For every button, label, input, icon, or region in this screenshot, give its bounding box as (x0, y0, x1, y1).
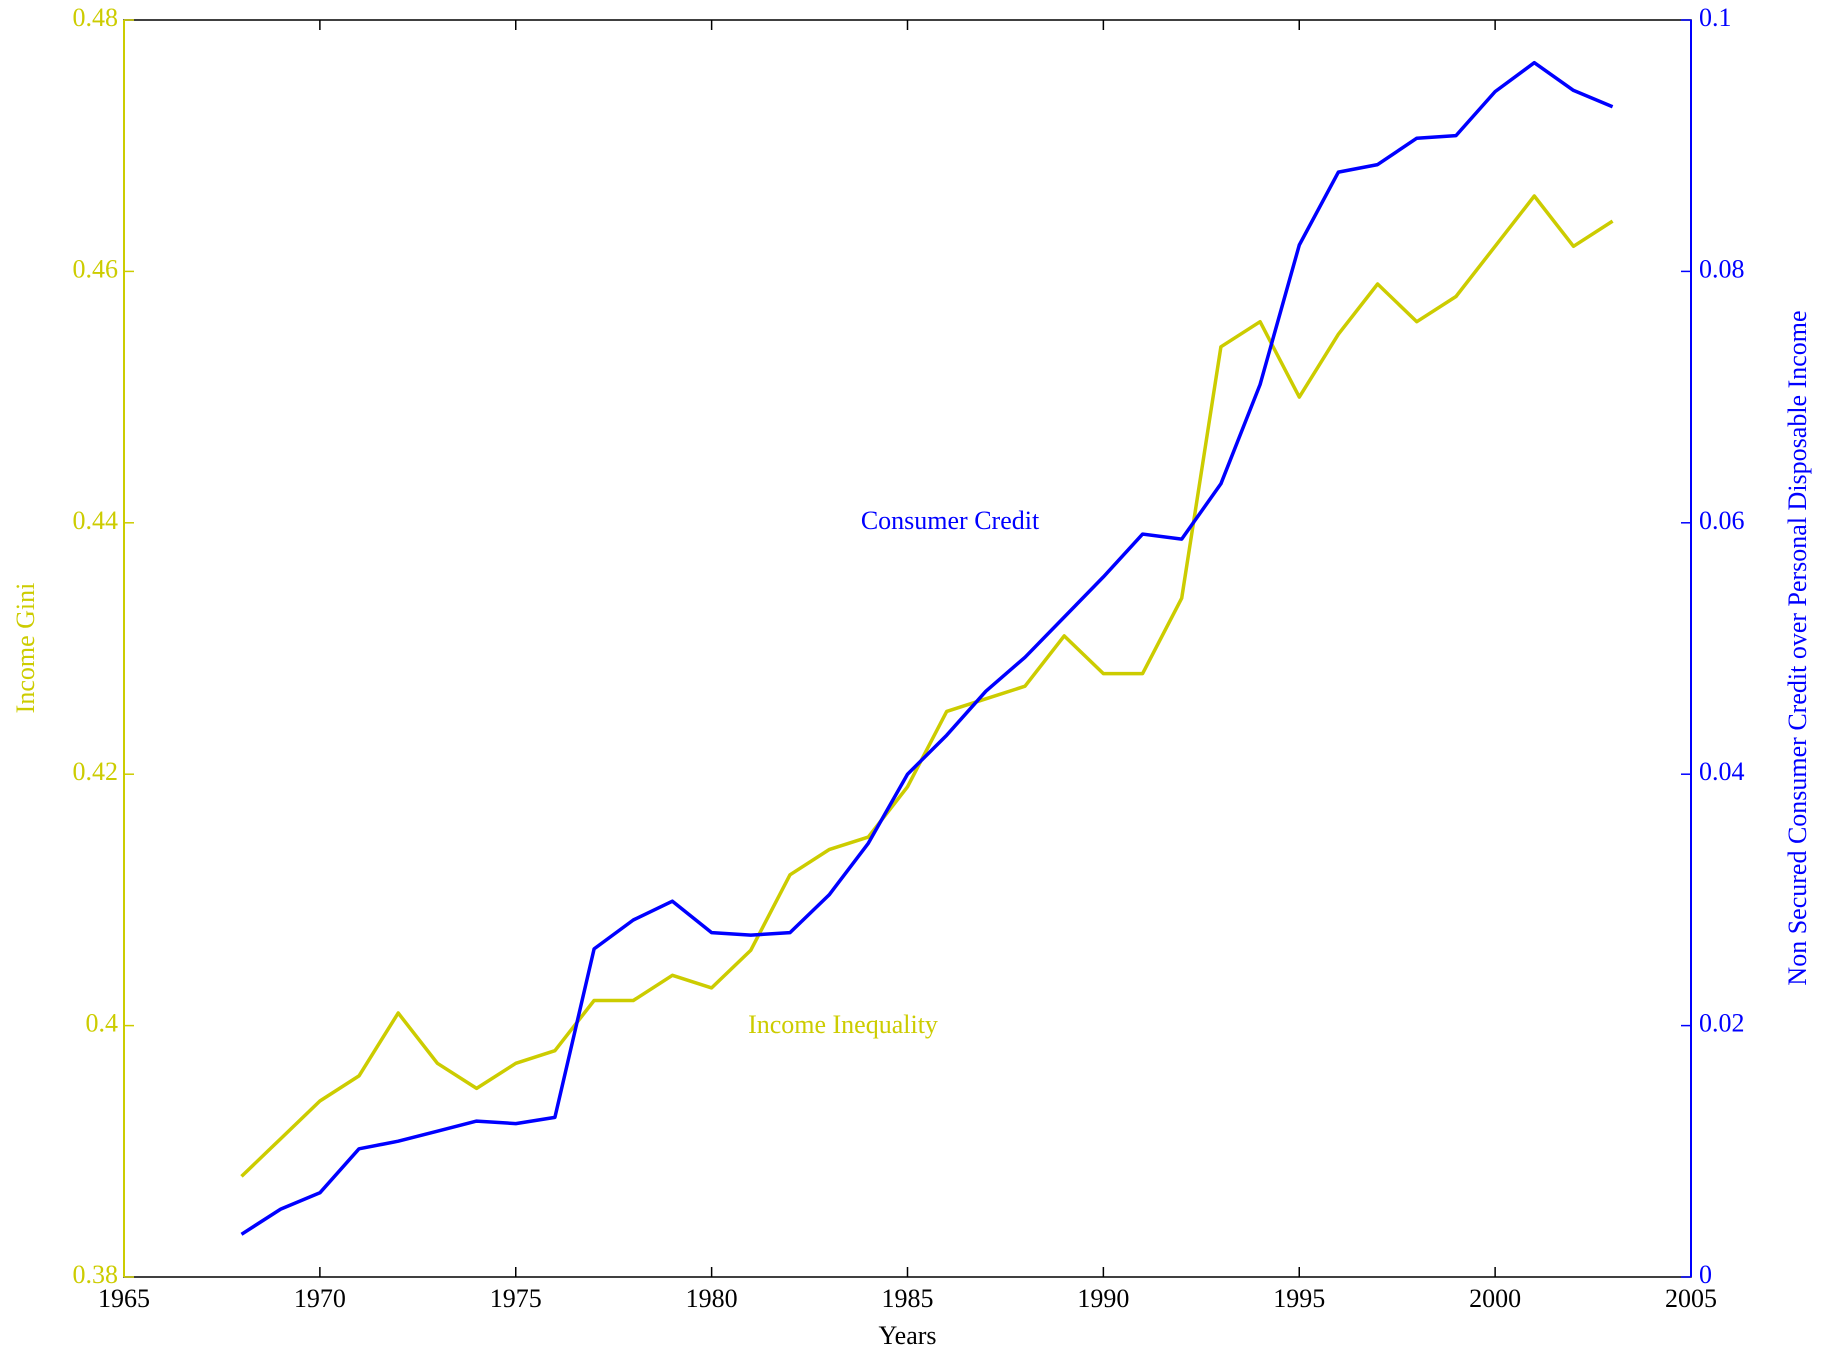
y2-tick-label: 0.04 (1699, 757, 1745, 786)
y-axis-label: Income Gini (11, 583, 40, 714)
y-tick-label: 0.44 (73, 506, 119, 535)
y2-tick-label: 0.08 (1699, 254, 1745, 283)
series-label: Income Inequality (748, 1010, 938, 1039)
series-line (240, 60, 1614, 1236)
x-tick-label: 1975 (490, 1284, 542, 1313)
y2-axis-label: Non Secured Consumer Credit over Persona… (1783, 310, 1812, 985)
x-tick-label: 1980 (686, 1284, 738, 1313)
x-tick-label: 1985 (882, 1284, 934, 1313)
y2-tick-label: 0.06 (1699, 506, 1745, 535)
x-tick-label: 2005 (1665, 1284, 1717, 1313)
x-tick-label: 2000 (1469, 1284, 1521, 1313)
x-axis-label: Years (878, 1321, 936, 1350)
y-tick-label: 0.38 (73, 1260, 119, 1289)
y-tick-label: 0.42 (73, 757, 119, 786)
y2-tick-label: 0.1 (1699, 3, 1732, 32)
series-label: Consumer Credit (861, 506, 1040, 535)
x-tick-label: 1995 (1273, 1284, 1325, 1313)
plot-frame (123, 19, 1692, 1278)
series-line (240, 194, 1614, 1178)
y2-tick-label: 0 (1699, 1260, 1712, 1289)
x-tick-label: 1990 (1077, 1284, 1129, 1313)
y-tick-label: 0.4 (86, 1009, 119, 1038)
y-tick-label: 0.46 (73, 254, 119, 283)
y-tick-label: 0.48 (73, 3, 119, 32)
y2-tick-label: 0.02 (1699, 1009, 1745, 1038)
x-tick-label: 1965 (98, 1284, 150, 1313)
x-tick-label: 1970 (294, 1284, 346, 1313)
